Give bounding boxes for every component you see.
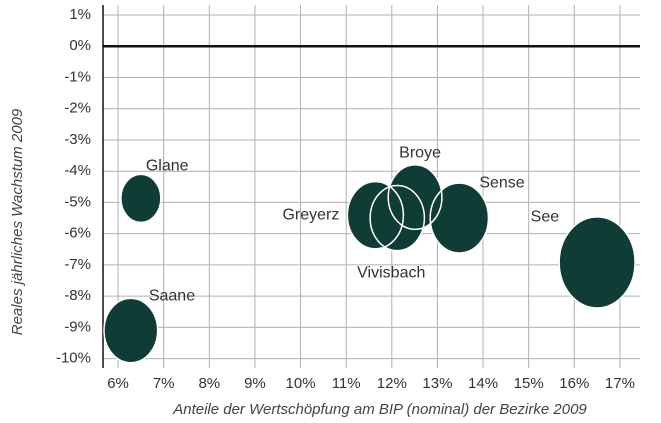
- point-label: See: [531, 209, 560, 226]
- y-axis-title: Reales jährliches Wachstum 2009: [9, 108, 26, 335]
- y-tick-label: -1%: [64, 68, 91, 85]
- bubble-outline: [369, 184, 426, 252]
- y-tick-label: -7%: [64, 256, 91, 273]
- y-tick-label: 1%: [69, 6, 91, 23]
- y-tick-label: -2%: [64, 100, 91, 117]
- x-tick-label: 13%: [422, 375, 452, 392]
- x-tick-label: 11%: [332, 375, 361, 392]
- x-tick-label: 6%: [107, 375, 129, 392]
- bubble-outline: [103, 297, 159, 364]
- y-tick-label: -5%: [64, 193, 91, 210]
- bubble: [103, 298, 158, 363]
- point-label: Glane: [146, 158, 189, 175]
- bubble-outline: [387, 164, 443, 231]
- y-tick-label: -10%: [56, 350, 91, 367]
- bubble: [370, 185, 425, 251]
- point-label: Saane: [149, 288, 195, 305]
- bubble: [120, 174, 161, 223]
- bubble-outline: [558, 216, 636, 309]
- y-tick-label: 0%: [69, 37, 91, 54]
- point-label: Greyerz: [282, 206, 339, 223]
- y-tick-label: -4%: [64, 162, 91, 179]
- y-tick-label: -3%: [64, 131, 91, 148]
- bubble: [559, 216, 636, 308]
- x-tick-label: 7%: [153, 375, 175, 392]
- bubble-outline: [429, 182, 490, 254]
- y-tick-label: -9%: [64, 318, 91, 335]
- point-label: Vivisbach: [357, 264, 425, 281]
- x-axis-title: Anteile der Wertschöpfung am BIP (nomina…: [172, 401, 587, 418]
- y-tick-label: -6%: [64, 225, 91, 242]
- x-tick-label: 9%: [244, 375, 266, 392]
- x-tick-label: 12%: [377, 375, 407, 392]
- x-tick-label: 14%: [468, 375, 498, 392]
- point-label: Broye: [399, 144, 441, 161]
- bubble-outline: [346, 180, 405, 250]
- x-tick-label: 15%: [514, 375, 544, 392]
- bubble-outline: [120, 173, 162, 224]
- x-tick-label: 17%: [605, 375, 635, 392]
- x-tick-label: 8%: [198, 375, 220, 392]
- x-tick-label: 16%: [559, 375, 589, 392]
- bubble: [430, 183, 489, 253]
- x-tick-label: 10%: [286, 375, 316, 392]
- point-label: Sense: [479, 174, 524, 191]
- y-tick-label: -8%: [64, 287, 91, 304]
